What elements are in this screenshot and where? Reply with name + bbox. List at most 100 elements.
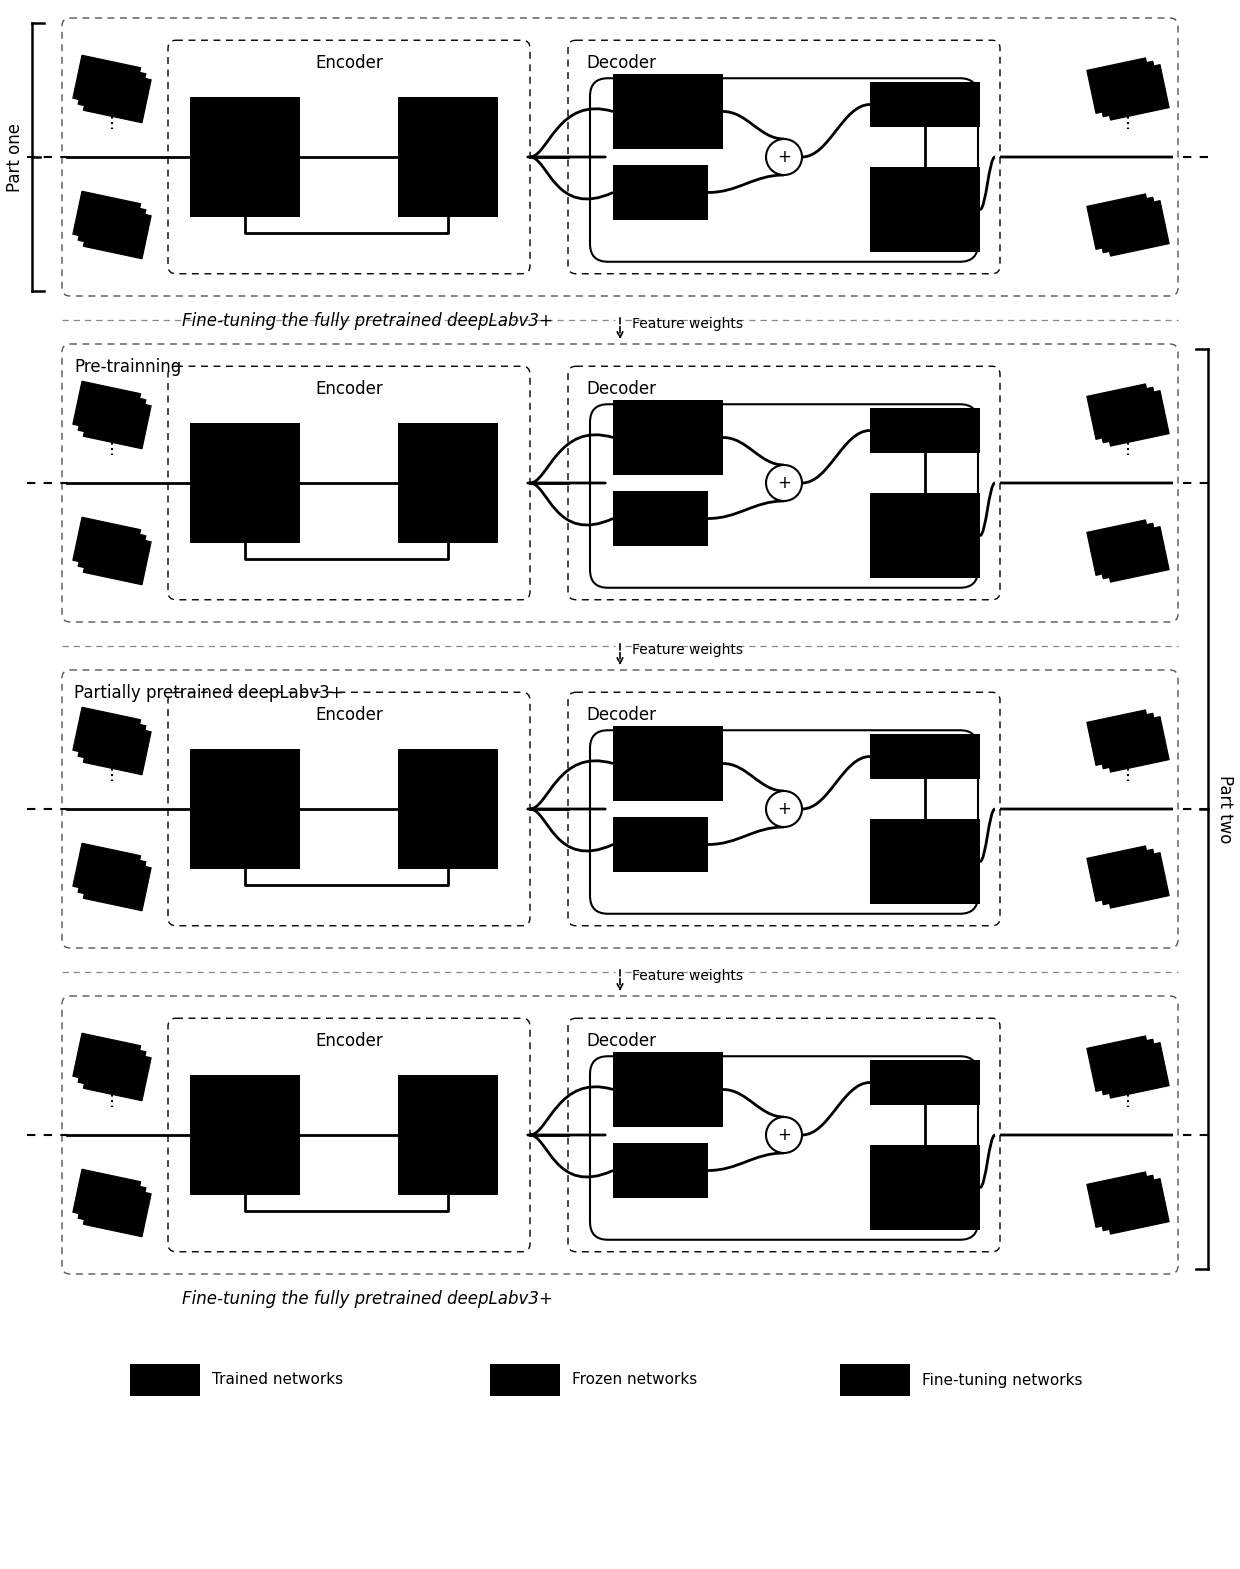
Circle shape [766, 464, 802, 501]
FancyBboxPatch shape [590, 730, 978, 913]
Text: Pre-trainning: Pre-trainning [74, 358, 181, 377]
Text: Frozen networks: Frozen networks [572, 1373, 697, 1387]
Text: +: + [777, 147, 791, 166]
Bar [73, 191, 140, 246]
Text: Encoder: Encoder [315, 706, 383, 725]
Bar [398, 1075, 498, 1196]
Bar [870, 1061, 980, 1105]
Bar [78, 1039, 146, 1095]
Text: Feature weights: Feature weights [632, 970, 743, 984]
FancyBboxPatch shape [590, 405, 978, 588]
Bar [1086, 384, 1154, 439]
FancyBboxPatch shape [568, 1018, 999, 1252]
Bar [1101, 391, 1169, 446]
Text: +: + [777, 1127, 791, 1144]
Bar [190, 424, 300, 543]
Circle shape [766, 1117, 802, 1153]
Bar [190, 97, 300, 217]
FancyBboxPatch shape [62, 996, 1178, 1274]
Bar [78, 198, 146, 253]
Bar [613, 1051, 723, 1127]
Text: +: + [777, 800, 791, 817]
Bar [78, 1175, 146, 1230]
Bar [1094, 1039, 1162, 1095]
Text: Fine-tuning networks: Fine-tuning networks [923, 1373, 1083, 1387]
Bar [1094, 522, 1162, 579]
Text: Part two: Part two [1216, 775, 1234, 843]
Circle shape [766, 140, 802, 176]
Bar [870, 819, 980, 904]
FancyBboxPatch shape [167, 366, 529, 599]
Bar [870, 493, 980, 577]
FancyBboxPatch shape [167, 692, 529, 926]
Bar [398, 424, 498, 543]
Bar [613, 1142, 708, 1199]
Bar [73, 1169, 140, 1225]
Bar [613, 817, 708, 872]
Bar [1101, 1043, 1169, 1098]
Text: Partially pretrained deepLabv3+: Partially pretrained deepLabv3+ [74, 684, 343, 701]
Bar [73, 843, 140, 899]
Text: Feature weights: Feature weights [632, 317, 743, 331]
Bar [870, 166, 980, 253]
Bar [1101, 527, 1169, 582]
Bar [78, 388, 146, 442]
Text: Decoder: Decoder [587, 55, 656, 72]
Bar [1086, 519, 1154, 576]
Text: Feature weights: Feature weights [632, 643, 743, 657]
Bar [613, 726, 723, 802]
FancyBboxPatch shape [590, 78, 978, 262]
Text: Encoder: Encoder [315, 380, 383, 399]
Text: Fine-tuning the fully pretrained deepLabv3+: Fine-tuning the fully pretrained deepLab… [182, 312, 553, 329]
FancyBboxPatch shape [568, 366, 999, 599]
Bar [78, 522, 146, 579]
Bar [83, 1045, 151, 1101]
Bar [870, 82, 980, 127]
FancyBboxPatch shape [167, 1018, 529, 1252]
Bar [1086, 1172, 1154, 1227]
Text: Encoder: Encoder [315, 1032, 383, 1050]
Bar [1094, 1175, 1162, 1230]
FancyBboxPatch shape [167, 41, 529, 273]
FancyBboxPatch shape [568, 692, 999, 926]
Bar [83, 719, 151, 775]
Bar [73, 55, 140, 111]
Bar [613, 74, 723, 149]
Bar [78, 714, 146, 769]
Bar [870, 408, 980, 453]
Bar [1086, 58, 1154, 113]
Bar [73, 708, 140, 763]
Bar [1086, 195, 1154, 249]
Text: Decoder: Decoder [587, 706, 656, 725]
Bar [78, 61, 146, 116]
FancyBboxPatch shape [62, 670, 1178, 948]
Bar [190, 748, 300, 869]
Bar [73, 381, 140, 436]
Text: +: + [777, 474, 791, 493]
Bar [839, 1363, 910, 1396]
Bar [83, 529, 151, 585]
Bar [1101, 1178, 1169, 1235]
Bar [83, 1181, 151, 1236]
Bar [1094, 61, 1162, 116]
Bar [83, 855, 151, 910]
Bar [83, 67, 151, 122]
FancyBboxPatch shape [62, 344, 1178, 621]
Bar [1101, 852, 1169, 908]
Bar [398, 748, 498, 869]
Bar [613, 491, 708, 546]
FancyBboxPatch shape [590, 1056, 978, 1240]
Bar [1094, 388, 1162, 442]
FancyBboxPatch shape [62, 17, 1178, 297]
Bar [1086, 1036, 1154, 1092]
Bar [1101, 201, 1169, 256]
Circle shape [766, 791, 802, 827]
Bar [490, 1363, 560, 1396]
Bar [73, 518, 140, 573]
Text: Trained networks: Trained networks [212, 1373, 343, 1387]
Bar [1094, 849, 1162, 905]
Bar [870, 734, 980, 778]
Text: Part one: Part one [6, 122, 24, 191]
Bar [1094, 198, 1162, 253]
Bar [870, 1145, 980, 1230]
